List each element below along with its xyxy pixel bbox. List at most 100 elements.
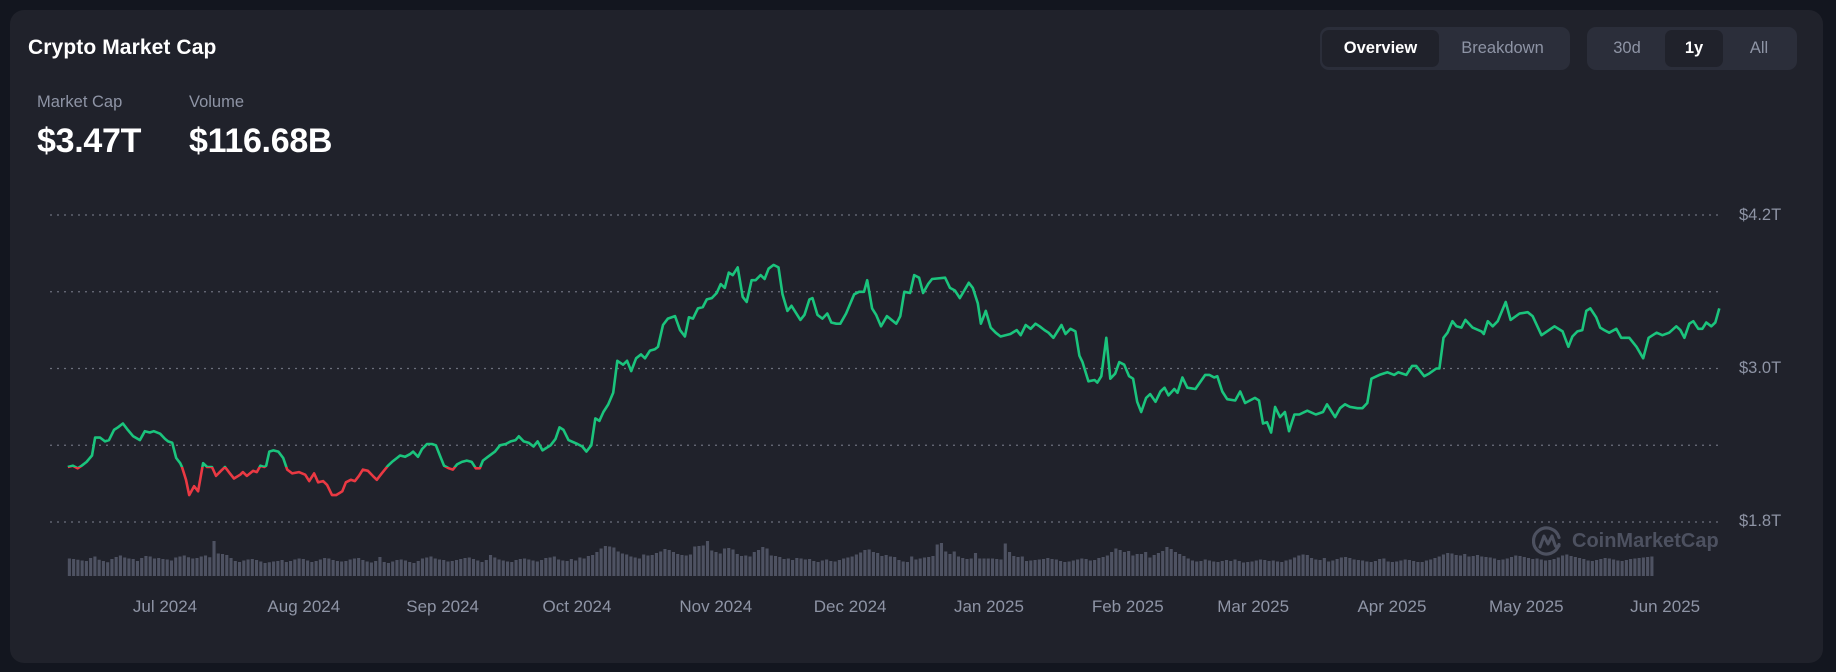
volume-bar [1033, 560, 1037, 576]
x-tick-label: Oct 2024 [542, 597, 612, 616]
volume-bar [501, 560, 505, 576]
volume-bar [378, 557, 382, 576]
volume-bar [1497, 560, 1501, 576]
volume-bar [880, 556, 884, 576]
volume-bar [182, 555, 186, 576]
volume-bar [871, 552, 875, 576]
volume-bar [986, 558, 990, 576]
range-30d[interactable]: 30d [1613, 39, 1641, 57]
volume-bar [931, 556, 935, 576]
range-all[interactable]: All [1749, 39, 1769, 57]
volume-bar [659, 551, 663, 576]
volume-bar [1590, 561, 1594, 576]
x-tick-label: Apr 2025 [1357, 597, 1427, 616]
volume-bar [629, 556, 633, 576]
volume-bar [1156, 553, 1160, 576]
volume-bar [1118, 550, 1122, 576]
volume-bar [1492, 558, 1497, 576]
volume-bar [369, 562, 373, 576]
range-1y[interactable]: 1y [1665, 30, 1723, 67]
volume-bar [1003, 543, 1007, 576]
volume-bar [1007, 552, 1012, 576]
volume-bar [893, 557, 897, 576]
volume-bar [76, 559, 80, 576]
volume-bar [1475, 555, 1480, 576]
volume-bar [1139, 554, 1143, 576]
volume-bar [1526, 558, 1531, 576]
volume-bar [1378, 559, 1382, 576]
volume-bar [1024, 561, 1029, 576]
volume-bar [1127, 551, 1131, 576]
volume-bar [480, 562, 484, 576]
volume-bar [242, 560, 246, 576]
volume-bar [667, 550, 671, 576]
volume-bar [1616, 560, 1620, 576]
volume-bar [1042, 559, 1046, 576]
volume-bar [1054, 559, 1058, 576]
volume-bar [603, 546, 607, 576]
volume-bar [1097, 558, 1101, 576]
volume-bar [1322, 558, 1326, 576]
volume-bar [782, 559, 786, 576]
volume-bar [1037, 559, 1041, 576]
volume-bar [1284, 560, 1288, 576]
x-tick-label: Nov 2024 [679, 597, 753, 616]
volume-bar [1012, 556, 1016, 576]
volume-bar [191, 558, 195, 576]
volume-bar [493, 557, 497, 576]
volume-bar [791, 560, 795, 576]
volume-bar [969, 558, 973, 576]
x-tick-label: Jun 2025 [1630, 597, 1701, 616]
volume-bar [1301, 554, 1305, 576]
volume-bar [1641, 557, 1645, 576]
volume-bar [1029, 560, 1033, 576]
volume-bar [1573, 557, 1577, 576]
volume-bar [1169, 549, 1173, 576]
x-tick-label: Dec 2024 [813, 597, 887, 616]
volume-bar [152, 558, 157, 576]
volume-bar [1020, 556, 1024, 576]
volume-bar [348, 559, 352, 576]
tab-breakdown[interactable]: Breakdown [1461, 39, 1544, 57]
volume-bar [557, 559, 561, 576]
volume-bar [897, 560, 901, 576]
volume-bar [965, 559, 969, 576]
volume-bar [1310, 558, 1314, 576]
volume-bar [1420, 562, 1424, 576]
volume-bar [910, 556, 914, 576]
volume-bar [1607, 558, 1611, 576]
volume-bar [1552, 559, 1556, 576]
volume-bar [1544, 560, 1548, 576]
volume-bar [1446, 553, 1450, 576]
volume-bar [1522, 557, 1526, 576]
volume-bar [93, 556, 97, 576]
volume-bar [161, 559, 165, 576]
volume-bar [565, 561, 569, 576]
volume-bar [1582, 559, 1586, 576]
volume-bar [574, 560, 578, 576]
volume-bar [1280, 562, 1284, 576]
volume-bar [786, 558, 790, 576]
volume-bar [442, 560, 446, 576]
volume-bar [1182, 556, 1186, 576]
volume-bar [1229, 561, 1233, 576]
range-toggle: 30d 1y All [1587, 27, 1797, 70]
volume-bar [1514, 555, 1518, 576]
volume-bar [327, 558, 331, 576]
line-up-segment [67, 263, 1721, 467]
volume-bar [820, 560, 824, 576]
volume-bar [608, 546, 612, 576]
x-tick-label: May 2025 [1488, 597, 1564, 616]
volume-bar [701, 545, 705, 576]
volume-bar [561, 560, 565, 576]
volume-bar [948, 554, 952, 576]
volume-bar [982, 558, 986, 576]
volume-bar [961, 558, 965, 576]
volume-bar [395, 560, 399, 576]
volume-bar [642, 554, 646, 576]
volume-bar [1416, 562, 1420, 576]
tab-overview[interactable]: Overview [1322, 30, 1439, 67]
volume-bar [1076, 559, 1080, 576]
volume-bar [169, 560, 174, 576]
